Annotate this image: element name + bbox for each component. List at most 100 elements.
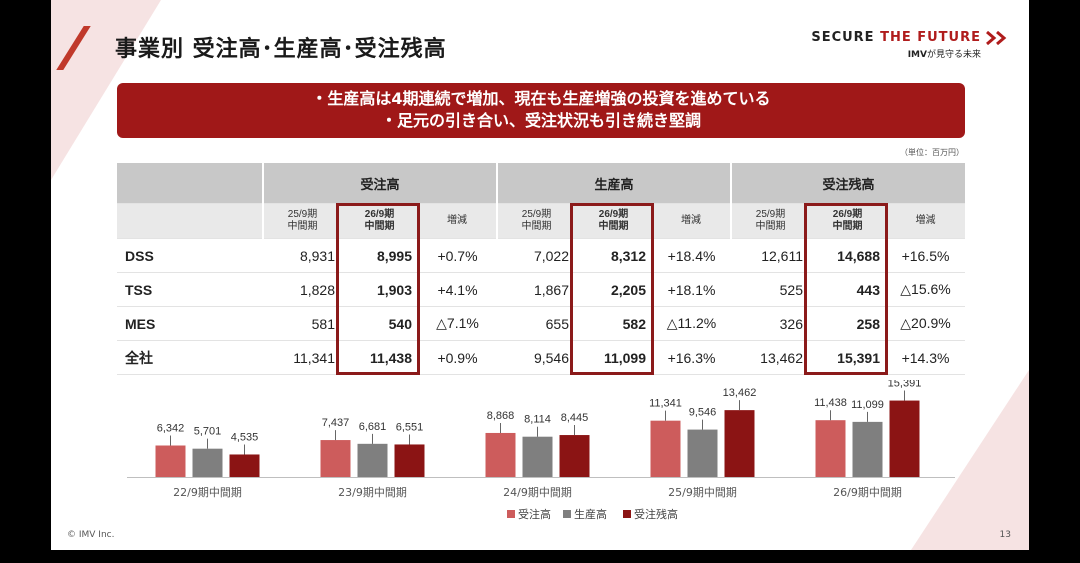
cell-previous: 8,931 (263, 238, 341, 273)
cell-current: 8,312 (575, 238, 652, 273)
cell-change: +0.9% (418, 340, 497, 375)
banner-line-1: ・生産高は4期連続で増加、現在も生産増強の投資を進めている (311, 89, 771, 108)
cell-current: 8,995 (341, 238, 418, 273)
cell-change: +18.1% (652, 272, 731, 307)
cell-change: +16.5% (886, 238, 965, 273)
legend-label: 受注高 (518, 507, 551, 521)
bar-orders (485, 432, 516, 477)
header-curr-period: 26/9期 中間期 (575, 203, 652, 239)
cell-change: +16.3% (652, 340, 731, 375)
bar-backlog (229, 454, 260, 477)
cell-change: +14.3% (886, 340, 965, 375)
bar-orders (155, 445, 186, 477)
data-label: 7,437 (322, 417, 350, 429)
legend-swatch (507, 510, 515, 518)
bar-production (687, 429, 718, 477)
brand-logo: SECURE THE FUTURE IMVが見守る未来 (811, 30, 1009, 60)
brand-secure: SECURE (811, 30, 881, 45)
data-label: 8,445 (561, 412, 589, 424)
bar-backlog (889, 400, 920, 477)
header-empty-2 (117, 203, 263, 239)
header-change: 増減 (652, 203, 731, 239)
data-label: 11,438 (814, 397, 847, 409)
data-label: 8,114 (524, 414, 551, 426)
cell-change: △7.1% (418, 306, 497, 341)
data-label: 5,701 (194, 426, 222, 438)
brand-mimamoru: 見守る未来 (935, 50, 981, 60)
bar-backlog (394, 444, 425, 477)
brand-tagline: SECURE THE FUTURE (811, 30, 1009, 45)
table-body: DSS 8,931 8,995 +0.7% 7,022 8,312 +18.4% 12,611… (117, 238, 965, 375)
legend-swatch (563, 510, 571, 518)
banner-line-2: ・足元の引き合い、受注状況も引き続き堅調 (380, 111, 701, 130)
header-group-backlog: 受注残高 (730, 163, 965, 204)
cell-current: 15,391 (809, 340, 886, 375)
table-row: DSS 8,931 8,995 +0.7% 7,022 8,312 +18.4% 12,611… (117, 238, 965, 273)
cell-previous: 9,546 (497, 340, 575, 375)
header-prev-period: 25/9期 中間期 (496, 203, 575, 239)
header-empty (117, 163, 263, 204)
table-row: 全社 11,341 11,438 +0.9% 9,546 11,099 +16.3% 13,4… (117, 340, 965, 375)
data-label: 13,462 (723, 387, 757, 399)
cell-current: 582 (575, 306, 652, 341)
data-label: 4,535 (231, 431, 259, 443)
data-label: 6,681 (359, 421, 387, 433)
cell-current: 14,688 (809, 238, 886, 273)
summary-banner: ・生産高は4期連続で増加、現在も生産増強の投資を進めている ・足元の引き合い、受… (117, 83, 965, 138)
cell-previous: 12,611 (731, 238, 809, 273)
bar-production (522, 436, 553, 477)
bar-orders (650, 420, 681, 477)
legend-label: 生産高 (574, 507, 607, 521)
data-label: 8,868 (487, 410, 515, 422)
cell-current: 11,099 (575, 340, 652, 375)
cell-previous: 326 (731, 306, 809, 341)
legend-swatch (623, 510, 631, 518)
page-number: 13 (999, 530, 1011, 540)
bar-production (357, 443, 388, 477)
cell-current: 258 (809, 306, 886, 341)
x-tick-label: 23/9期中間期 (338, 486, 407, 499)
cell-change: △20.9% (886, 306, 965, 341)
data-label: 6,342 (157, 423, 185, 435)
cell-current: 1,903 (341, 272, 418, 307)
header-curr-period: 26/9期 中間期 (341, 203, 418, 239)
brand-subline: IMVが見守る未来 (811, 47, 981, 60)
row-label: MES (117, 306, 263, 341)
legend-label: 受注残高 (634, 507, 678, 521)
table-row: MES 581 540 △7.1% 655 582 △11.2% 326 258 △20.9% (117, 306, 965, 341)
cell-previous: 1,867 (497, 272, 575, 307)
cell-current: 540 (341, 306, 418, 341)
page-title: 事業別 受注高･生産高･受注残高 (115, 37, 447, 62)
header-prev-period: 25/9期 中間期 (730, 203, 809, 239)
x-tick-label: 24/9期中間期 (503, 486, 572, 499)
cell-previous: 11,341 (263, 340, 341, 375)
data-label: 9,546 (689, 407, 717, 419)
table-header-periods: 25/9期 中間期 26/9期 中間期 増減 25/9期 中間期 26/9期 中間期 増… (117, 203, 965, 239)
header-prev-period: 25/9期 中間期 (262, 203, 341, 239)
brand-imv: IMV (907, 50, 927, 60)
bar-backlog (724, 410, 755, 477)
row-label: DSS (117, 238, 263, 273)
double-chevron-icon (986, 30, 1007, 45)
cell-previous: 525 (731, 272, 809, 307)
bar-production (192, 448, 223, 477)
unit-note: （単位：百万円） (900, 148, 964, 157)
copyright: © IMV Inc. (67, 530, 115, 540)
cell-change: +0.7% (418, 238, 497, 273)
header-curr-period: 26/9期 中間期 (809, 203, 886, 239)
header-change: 増減 (418, 203, 497, 239)
header-group-production: 生産高 (496, 163, 731, 204)
cell-change: △11.2% (652, 306, 731, 341)
x-tick-label: 22/9期中間期 (173, 486, 242, 499)
cell-current: 11,438 (341, 340, 418, 375)
x-tick-label: 25/9期中間期 (668, 486, 737, 499)
brand-the-future: THE FUTURE (880, 30, 981, 45)
table-header-groups: 受注高 生産高 受注残高 (117, 163, 965, 204)
table-row: TSS 1,828 1,903 +4.1% 1,867 2,205 +18.1% 525 443… (117, 272, 965, 307)
data-label: 11,099 (851, 399, 884, 411)
x-tick-label: 26/9期中間期 (833, 486, 902, 499)
cell-change: △15.6% (886, 272, 965, 307)
cell-previous: 655 (497, 306, 575, 341)
data-label: 11,341 (649, 398, 682, 410)
cell-current: 2,205 (575, 272, 652, 307)
